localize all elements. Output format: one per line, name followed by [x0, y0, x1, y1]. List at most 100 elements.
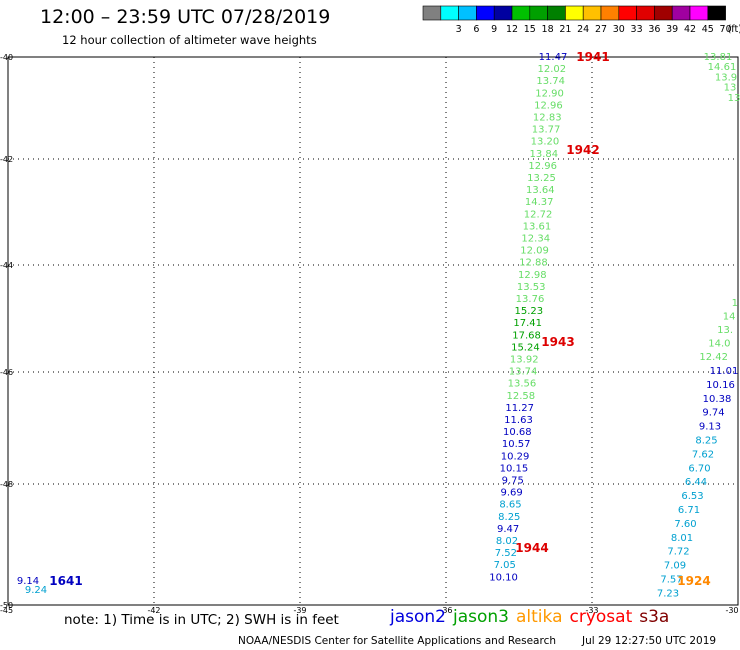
swh-value: 10.15 — [500, 463, 529, 474]
swh-value: 13.61 — [523, 221, 552, 232]
lon-tick-label: -30 — [725, 606, 738, 615]
scale-label-3: 3 — [456, 24, 462, 35]
scale-label-30: 30 — [613, 24, 625, 35]
swh-value: 13.81 — [704, 52, 733, 63]
swh-value: 10.57 — [502, 439, 531, 450]
time-label: 1641 — [49, 574, 82, 588]
swh-value: 12.88 — [519, 258, 548, 269]
time-label: 1924 — [677, 574, 710, 588]
swh-value: 12.83 — [533, 113, 562, 124]
scale-label-27: 27 — [595, 24, 607, 35]
scale-label-70: 70 — [720, 24, 732, 35]
time-label: 1944 — [515, 541, 548, 555]
track-main: 11.4712.0213.7412.9012.9612.8313.7713.20… — [489, 52, 567, 583]
swh-value: 13.53 — [517, 282, 546, 293]
credit-text: NOAA/NESDIS Center for Satellite Applica… — [238, 635, 556, 647]
scale-label-15: 15 — [524, 24, 536, 35]
scale-label-6: 6 — [473, 24, 479, 35]
scale-label-36: 36 — [648, 24, 660, 35]
swh-value: 1 — [732, 298, 738, 309]
swh-value: 10.16 — [706, 380, 735, 391]
scale-label-18: 18 — [542, 24, 554, 35]
swh-value: 8.65 — [499, 500, 521, 511]
scale-label-12: 12 — [506, 24, 518, 35]
track-right-partial: 1 14 13. 14.0 12.42 — [699, 298, 738, 363]
swh-value: 8.25 — [695, 436, 717, 447]
swh-value: 13.64 — [526, 185, 555, 196]
generated-timestamp: Jul 29 12:27:50 UTC 2019 — [582, 635, 717, 647]
swh-value: 7.05 — [494, 560, 516, 571]
swh-value: 6.70 — [688, 463, 710, 474]
swh-value: 7.52 — [495, 548, 517, 559]
page-title: 12:00 – 23:59 UTC 07/28/2019 — [40, 6, 331, 28]
scale-label-9: 9 — [491, 24, 497, 35]
swh-value: 12.34 — [521, 234, 550, 245]
swh-value: 17.68 — [512, 330, 541, 341]
swh-value: 9.75 — [502, 476, 524, 487]
swh-value: 9.74 — [702, 408, 724, 419]
satellite-legend: jason2 jason3 altika cryosat s3a — [390, 607, 676, 627]
map-frame — [7, 56, 739, 606]
swh-value: 13.77 — [532, 125, 561, 136]
swh-value: 13.25 — [527, 173, 556, 184]
swh-value: 9.47 — [497, 524, 519, 535]
swh-value: 17.41 — [513, 318, 542, 329]
swh-value: 13 — [728, 93, 740, 104]
swh-value: 9.14 — [17, 576, 39, 587]
swh-value: 7.09 — [664, 561, 686, 572]
swh-value: 12.96 — [528, 161, 557, 172]
swh-value: 11.63 — [504, 415, 533, 426]
swh-value: 11.01 — [710, 366, 739, 377]
swh-value: 12.90 — [535, 88, 564, 99]
lon-corner-label: -45 — [0, 606, 13, 615]
lon-tick-label: -36 — [439, 606, 452, 615]
swh-value: 6.53 — [681, 491, 703, 502]
lon-tick-label: -42 — [147, 606, 160, 615]
swh-value: 6.44 — [685, 477, 707, 488]
lon-tick-label: -39 — [293, 606, 306, 615]
swh-value: 12.98 — [518, 270, 547, 281]
swh-value: 12.02 — [538, 64, 567, 75]
swh-value: 14.61 — [708, 62, 737, 73]
lat-tick-label: -40 — [0, 53, 13, 62]
swh-value: 10.68 — [503, 427, 532, 438]
swh-value: 12.96 — [534, 100, 563, 111]
swh-value: 13. — [717, 325, 733, 336]
swh-value: 13.74 — [509, 367, 538, 378]
swh-value: 10.38 — [703, 394, 732, 405]
swh-value: 8.01 — [671, 533, 693, 544]
track-left: 9.149.24 — [17, 576, 47, 596]
swh-value: 15.24 — [511, 342, 540, 353]
scale-swatch-16 — [707, 5, 726, 21]
lat-tick-label: -48 — [0, 480, 13, 489]
scale-label-42: 42 — [684, 24, 696, 35]
swh-value: 12.09 — [520, 246, 549, 257]
swh-value: 13.76 — [516, 294, 545, 305]
lat-tick-label: -44 — [0, 261, 13, 270]
scale-label-33: 33 — [631, 24, 643, 35]
swh-value: 13.74 — [536, 76, 565, 87]
time-label: 1941 — [576, 50, 609, 64]
swh-value: 11.47 — [539, 52, 568, 63]
swh-value: 7.57 — [660, 575, 682, 586]
swh-value: 11.27 — [505, 403, 534, 414]
swh-value: 7.62 — [692, 449, 714, 460]
swh-value: 12.42 — [699, 352, 728, 363]
swh-value: 14 — [723, 312, 736, 323]
swh-value: 14.0 — [708, 339, 730, 350]
scale-label-21: 21 — [559, 24, 571, 35]
legend-item-s3a: s3a — [639, 607, 670, 627]
time-label: 1942 — [566, 143, 599, 157]
swh-value: 13 — [724, 83, 737, 94]
swh-value: 12.58 — [506, 391, 535, 402]
swh-value: 14.37 — [525, 197, 554, 208]
lat-tick-label: -42 — [0, 155, 13, 164]
swh-value: 6.71 — [678, 505, 700, 516]
lat-tick-label: -46 — [0, 368, 13, 377]
swh-value: 10.29 — [501, 451, 530, 462]
swh-value: 12.72 — [524, 209, 553, 220]
time-label: 1943 — [541, 335, 574, 349]
